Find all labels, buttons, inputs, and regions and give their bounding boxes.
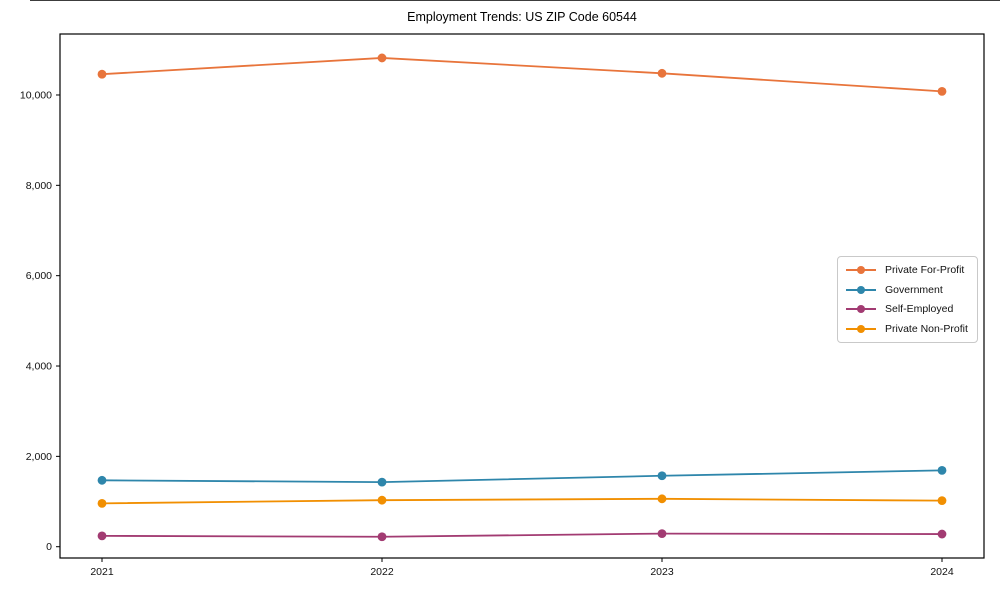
data-point-private-non-profit-2022	[377, 495, 387, 505]
legend-dot	[857, 266, 865, 275]
y-axis-tick-label: 0	[46, 541, 52, 553]
data-point-government-2022	[377, 477, 387, 487]
y-axis-tick-label: 8,000	[26, 180, 52, 192]
data-point-private-for-profit-2022	[377, 53, 387, 63]
y-axis-tick-label: 2,000	[26, 451, 52, 463]
series-line-private-non-profit	[101, 497, 943, 505]
legend-item-private-non-profit: Private Non-Profit	[846, 319, 969, 338]
legend-item-label: Government	[885, 283, 943, 296]
legend: Private For-Profit Government Self-Employe…	[837, 256, 978, 343]
x-axis-tick-label: 2023	[650, 566, 674, 578]
legend-dot	[857, 324, 865, 333]
data-point-self-employed-2022	[377, 532, 387, 542]
data-point-private-for-profit-2023	[657, 68, 667, 78]
legend-item-self-employed: Self-Employed	[846, 300, 969, 319]
y-axis-tick-label: 6,000	[26, 270, 52, 282]
legend-dot	[857, 285, 865, 294]
data-point-private-non-profit-2023	[657, 494, 667, 504]
x-axis-tick-label: 2024	[930, 566, 954, 578]
data-point-self-employed-2023	[657, 529, 667, 539]
data-point-government-2021	[97, 475, 107, 485]
data-point-private-non-profit-2021	[97, 498, 107, 508]
legend-line-marker-icon	[846, 304, 876, 314]
legend-dot	[857, 305, 865, 314]
legend-item-label: Private For-Profit	[885, 264, 965, 277]
data-point-government-2024	[937, 465, 947, 475]
data-point-private-for-profit-2021	[97, 69, 107, 79]
legend-line-marker-icon	[846, 324, 876, 334]
chart-title: Employment Trends: US ZIP Code 60544	[407, 10, 637, 24]
axes-spines	[59, 33, 985, 559]
legend-item-label: Self-Employed	[885, 303, 954, 316]
legend-item-label: Private Non-Profit	[885, 322, 968, 335]
data-point-government-2023	[657, 471, 667, 481]
series-line-self-employed	[101, 532, 943, 538]
legend-item-private-for-profit: Private For-Profit	[846, 261, 969, 280]
data-point-self-employed-2021	[97, 531, 107, 541]
data-point-private-non-profit-2024	[937, 496, 947, 506]
series-line-government	[101, 469, 943, 484]
y-axis-tick-label: 4,000	[26, 361, 52, 373]
legend-item-government: Government	[846, 280, 969, 299]
y-axis-tick-label: 10,000	[20, 89, 52, 101]
legend-line-marker-icon	[846, 285, 876, 295]
legend-line-marker-icon	[846, 265, 876, 275]
x-axis-tick-label: 2021	[90, 566, 114, 578]
series-line-private-for-profit	[101, 57, 943, 93]
top-edge-line	[30, 0, 1000, 1]
data-point-private-for-profit-2024	[937, 86, 947, 96]
data-point-self-employed-2024	[937, 529, 947, 539]
x-axis-tick-label: 2022	[370, 566, 394, 578]
